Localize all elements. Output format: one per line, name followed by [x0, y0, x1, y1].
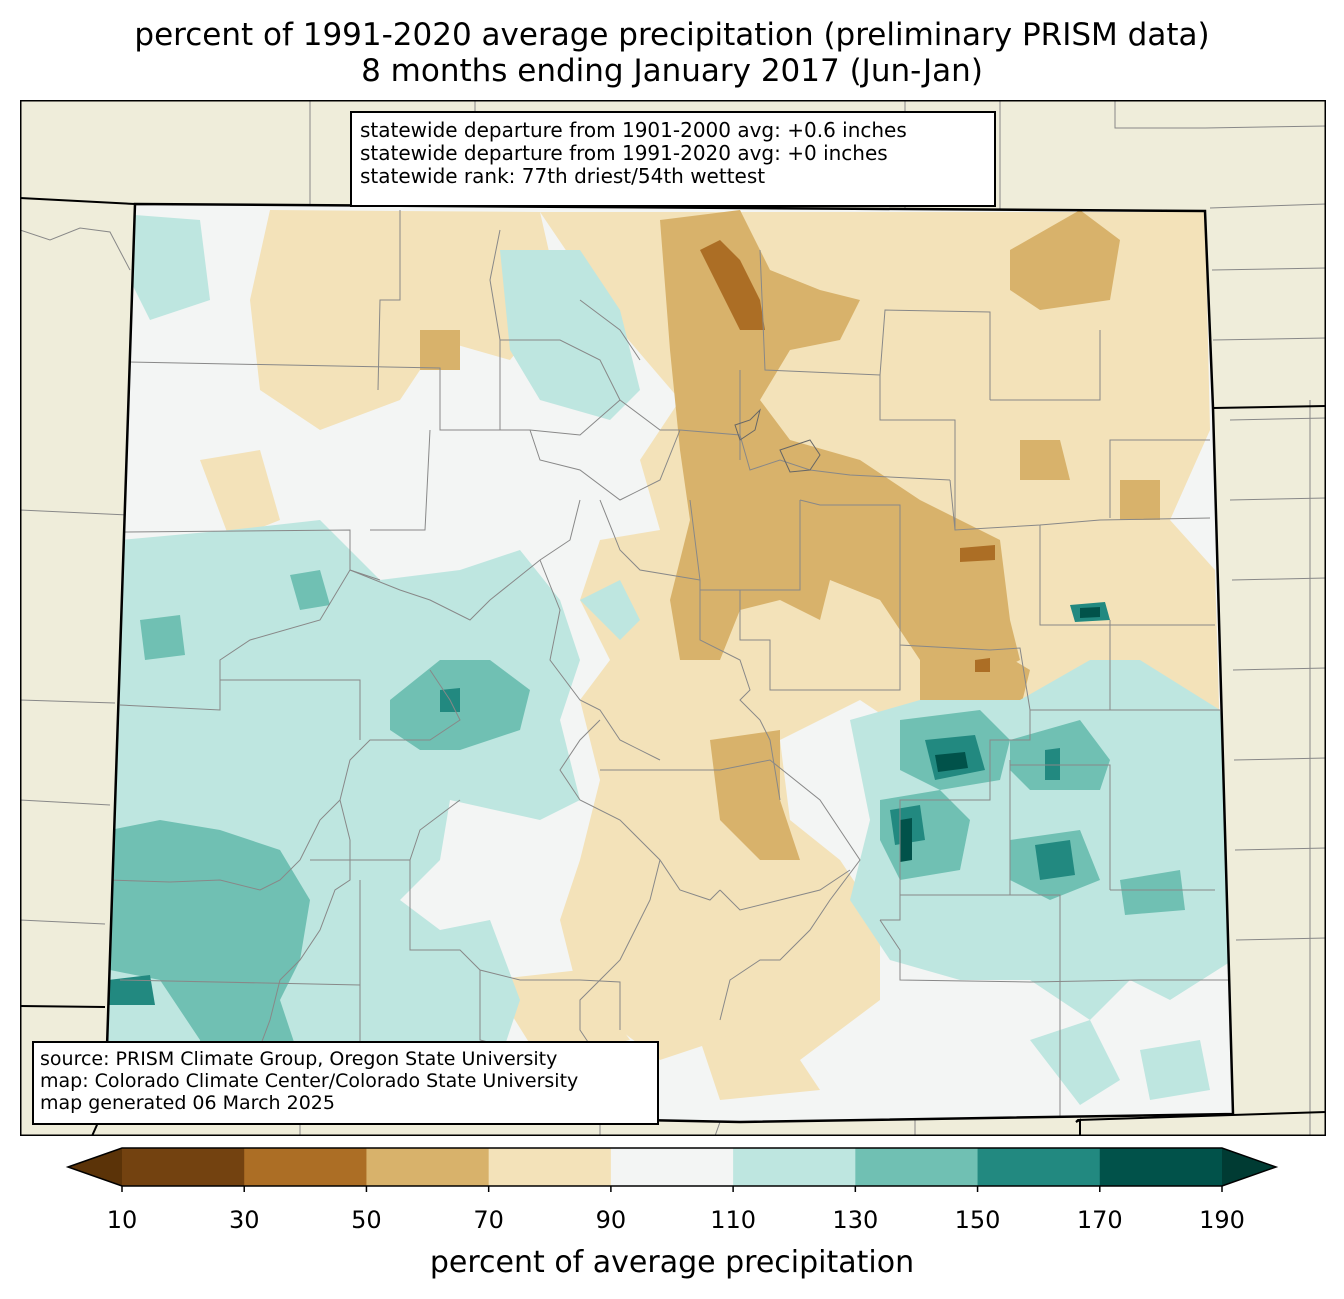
statewide-stats-box: statewide departure from 1901-2000 avg: … [350, 111, 996, 207]
colorbar-tick-label: 90 [595, 1206, 627, 1234]
colorbar-tick-label: 130 [832, 1206, 879, 1234]
colorbar-bin-10-30 [122, 1148, 245, 1186]
colorbar-tick-label: 170 [1076, 1206, 1123, 1234]
colorbar-tick-label: 30 [228, 1206, 260, 1234]
colorbar-bin-150-170 [977, 1148, 1101, 1186]
colorbar-bin-30-50 [244, 1148, 367, 1186]
colorbar-tick-label: 50 [351, 1206, 382, 1234]
colorado-precipitation-map [20, 100, 1326, 1136]
source-line: source: PRISM Climate Group, Oregon Stat… [40, 1048, 558, 1070]
colorbar-label: percent of average precipitation [429, 1245, 915, 1280]
colorbar-over-arrow [1222, 1148, 1276, 1186]
state-boundaries [20, 197, 1326, 1136]
colorbar-under-arrow [68, 1148, 122, 1186]
colorbar-tick-label: 10 [106, 1206, 138, 1234]
colorbar-bin-110-130 [733, 1148, 856, 1186]
colorbar [65, 1147, 1279, 1192]
colorbar-tick-label: 190 [1199, 1206, 1245, 1234]
colorbar-bin-130-150 [855, 1148, 979, 1186]
colorbar-bin-90-110 [610, 1148, 734, 1186]
map-generated-line: map generated 06 March 2025 [40, 1092, 335, 1114]
colorbar-bin-170-190 [1099, 1148, 1223, 1186]
statewide-rank-text: statewide rank: 77th driest/54th wettest [360, 164, 766, 188]
map-frame [20, 100, 1326, 1136]
departure-1901-2000-text: statewide departure from 1901-2000 avg: … [360, 118, 907, 142]
map-title-line-1: percent of 1991-2020 average precipitati… [134, 17, 1210, 53]
map-credit-line: map: Colorado Climate Center/Colorado St… [40, 1070, 579, 1092]
colorbar-tick-label: 110 [710, 1206, 757, 1234]
colorbar-tick-label: 150 [954, 1206, 1001, 1234]
colorbar-tick-label: 70 [473, 1206, 504, 1234]
colorbar-bin-50-70 [366, 1148, 490, 1186]
map-title-line-2: 8 months ending January 2017 (Jun-Jan) [361, 53, 983, 89]
departure-1991-2020-text: statewide departure from 1991-2020 avg: … [360, 141, 888, 165]
precipitation-field [105, 204, 1233, 1122]
colorbar-bin-70-90 [488, 1148, 612, 1186]
source-credit-box: source: PRISM Climate Group, Oregon Stat… [32, 1041, 659, 1125]
